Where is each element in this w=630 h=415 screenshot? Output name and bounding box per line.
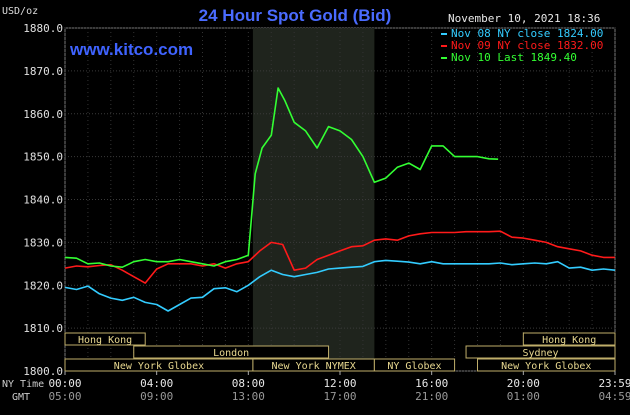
- session-label: Hong Kong: [542, 335, 596, 346]
- legend-entry: Nov 09 NY close 1832.00: [451, 39, 603, 52]
- x-tick-label: 12:00: [323, 377, 356, 390]
- series-line: [64, 259, 616, 312]
- gmt-tick-label: 09:00: [140, 390, 173, 403]
- gmt-tick-label: 21:00: [415, 390, 448, 403]
- series-line: [64, 230, 615, 284]
- timestamp: November 10, 2021 18:36: [448, 12, 600, 25]
- chart-title: 24 Hour Spot Gold (Bid): [199, 6, 392, 25]
- y-tick-label: 1860.0: [23, 108, 63, 121]
- session-label: New York Globex: [114, 361, 204, 372]
- session-bar: [373, 358, 456, 372]
- y-tick-label: 1880.0: [23, 22, 63, 35]
- session-label: NY Globex: [387, 361, 441, 372]
- legend-swatch: [441, 33, 447, 35]
- gmt-tick-label: 04:59: [598, 390, 630, 403]
- y-tick-label: 1850.0: [23, 151, 63, 164]
- legend-entry: Nov 10 Last 1849.40: [451, 51, 577, 64]
- x-tick-label: 00:00: [48, 377, 81, 390]
- session-label: New York NYMEX: [271, 361, 355, 372]
- legend-entry: Nov 08 NY close 1824.00: [451, 27, 603, 40]
- y-tick-label: 1830.0: [23, 236, 63, 249]
- units-label: USD/oz: [2, 6, 38, 17]
- gmt-tick-label: 13:00: [232, 390, 265, 403]
- session-bar: [64, 332, 146, 346]
- session-label: Hong Kong: [78, 335, 132, 346]
- legend-swatch: [441, 45, 447, 47]
- x-tick-label: 08:00: [232, 377, 265, 390]
- ny-time-label: NY Time: [2, 379, 44, 390]
- gmt-tick-label: 17:00: [323, 390, 356, 403]
- y-tick-label: 1810.0: [23, 322, 63, 335]
- session-label: Sydney: [522, 348, 558, 359]
- x-tick-label: 04:00: [140, 377, 173, 390]
- session-bar: [133, 345, 330, 359]
- nymex-session-highlight: [252, 28, 375, 371]
- session-label: New York Globex: [501, 361, 591, 372]
- y-tick-label: 1870.0: [23, 65, 63, 78]
- price-series: [64, 87, 616, 312]
- x-tick-label: 20:00: [507, 377, 540, 390]
- series-line: [64, 87, 499, 269]
- gmt-tick-label: 05:00: [48, 390, 81, 403]
- y-tick-label: 1820.0: [23, 279, 63, 292]
- session-bar: [522, 332, 616, 346]
- trading-sessions: Hong Kong Hong Kong London Sydney New York G…: [64, 332, 616, 372]
- session-bar: [465, 345, 616, 359]
- y-tick-label: 1840.0: [23, 194, 63, 207]
- y-axis: 1800.0 1810.0 1820.0 1830.0 1840.0 1850.0 1860…: [23, 22, 63, 378]
- gmt-label: GMT: [12, 392, 30, 403]
- gmt-tick-label: 01:00: [507, 390, 540, 403]
- watermark: www.kitco.com: [69, 40, 193, 59]
- session-label: London: [213, 348, 249, 359]
- x-tick-label: 23:59: [598, 377, 630, 390]
- session-bar: [477, 358, 616, 372]
- x-tick-label: 16:00: [415, 377, 448, 390]
- y-tick-label: 1800.0: [23, 365, 63, 378]
- legend-swatch: [441, 57, 447, 59]
